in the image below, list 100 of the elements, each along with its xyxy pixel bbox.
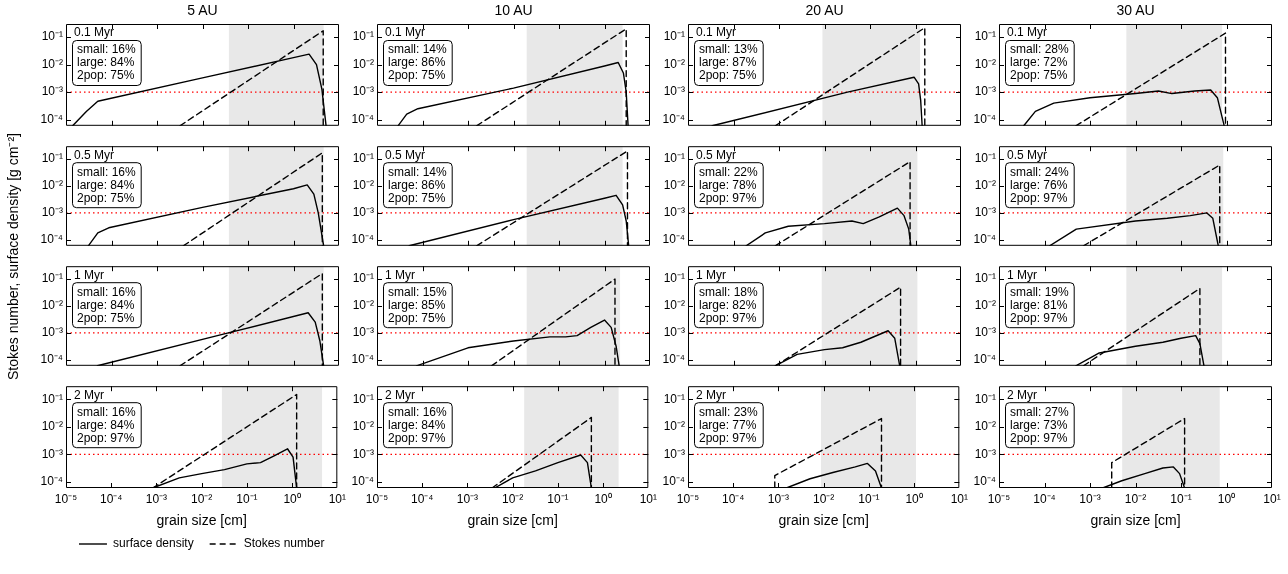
x-axis-title: grain size [cm] <box>778 512 869 529</box>
x-tick-label: 10⁻¹ <box>236 491 258 506</box>
x-tick-label: 10⁻¹ <box>1170 491 1192 506</box>
y-tick-label: 10⁻⁴ <box>973 232 996 247</box>
y-tick-label: 10⁻¹ <box>974 271 996 286</box>
annotation: large: 84% <box>388 417 446 432</box>
x-tick-label: 10⁻⁵ <box>676 491 700 506</box>
y-tick-label: 10⁻⁴ <box>351 112 374 127</box>
y-tick-label: 10⁻⁴ <box>351 474 374 489</box>
annotation: small: 15% <box>388 284 448 299</box>
chart-title: 30 AU <box>1116 1 1155 18</box>
x-tick-label: 10⁻⁴ <box>1033 491 1056 506</box>
annotation: large: 73% <box>1010 417 1068 432</box>
y-tick-label: 10⁻² <box>41 419 63 434</box>
annotation: small: 14% <box>388 42 448 57</box>
legend-label: surface density <box>112 536 194 551</box>
annotation: 2 Myr <box>385 387 415 402</box>
y-tick-label: 10⁻³ <box>974 84 996 99</box>
y-tick-label: 10⁻² <box>974 419 996 434</box>
x-tick-label: 10¹ <box>950 491 968 506</box>
x-tick-label: 10⁻³ <box>767 491 790 506</box>
y-tick-label: 10⁻⁴ <box>351 232 374 247</box>
annotation: large: 84% <box>77 417 135 432</box>
annotation: large: 82% <box>699 297 757 312</box>
y-tick-label: 10⁻⁴ <box>351 352 374 367</box>
annotation: 1 Myr <box>1007 267 1037 282</box>
x-tick-label: 10⁻³ <box>456 491 479 506</box>
y-tick-label: 10⁻⁴ <box>662 232 685 247</box>
x-tick-label: 10⁻² <box>190 491 213 506</box>
x-tick-label: 10⁻⁴ <box>721 491 745 506</box>
x-tick-label: 10⁰ <box>594 491 612 506</box>
annotation: 0.5 Myr <box>696 147 737 162</box>
annotation: 2pop: 75% <box>1010 68 1068 83</box>
annotation: large: 77% <box>699 417 757 432</box>
annotation: 1 Myr <box>696 267 726 282</box>
x-tick-label: 10⁻⁵ <box>365 491 389 506</box>
x-tick-label: 10⁻³ <box>1079 491 1101 506</box>
y-tick-label: 10⁻³ <box>974 205 996 220</box>
annotation: large: 84% <box>77 55 135 70</box>
annotation: large: 76% <box>1010 177 1068 192</box>
x-tick-label: 10¹ <box>1263 491 1281 506</box>
y-tick-label: 10⁻⁴ <box>662 474 685 489</box>
y-tick-label: 10⁻² <box>974 56 996 71</box>
y-tick-label: 10⁻² <box>352 298 374 313</box>
annotation: large: 81% <box>1010 297 1068 312</box>
annotation: small: 23% <box>699 404 759 419</box>
x-tick-label: 10⁻⁴ <box>410 491 434 506</box>
x-tick-label: 10⁻² <box>501 491 524 506</box>
y-tick-label: 10⁻¹ <box>41 29 63 44</box>
annotation: 2pop: 75% <box>388 68 446 83</box>
y-tick-label: 10⁻⁴ <box>662 112 685 127</box>
annotation: 0.1 Myr <box>1007 25 1048 40</box>
annotation: 0.5 Myr <box>1007 147 1048 162</box>
annotation: large: 78% <box>699 177 757 192</box>
annotation: small: 18% <box>699 284 759 299</box>
y-tick-label: 10⁻³ <box>352 84 374 99</box>
y-tick-label: 10⁻³ <box>41 84 63 99</box>
y-tick-label: 10⁻³ <box>663 446 685 461</box>
x-tick-label: 10⁻⁵ <box>987 491 1011 506</box>
y-tick-label: 10⁻⁴ <box>973 474 996 489</box>
annotation: small: 16% <box>77 164 137 179</box>
y-tick-label: 10⁻² <box>663 419 685 434</box>
annotation: small: 16% <box>77 42 137 57</box>
y-tick-label: 10⁻⁴ <box>973 352 996 367</box>
y-tick-label: 10⁻¹ <box>974 29 996 44</box>
annotation: 1 Myr <box>385 267 415 282</box>
annotation: large: 84% <box>77 297 135 312</box>
y-tick-label: 10⁻² <box>352 419 374 434</box>
annotation: large: 72% <box>1010 55 1068 70</box>
y-tick-label: 10⁻³ <box>974 325 996 340</box>
x-tick-label: 10⁻¹ <box>858 491 880 506</box>
y-tick-label: 10⁻³ <box>352 446 374 461</box>
y-tick-label: 10⁻² <box>41 56 63 71</box>
annotation: 0.1 Myr <box>385 25 426 40</box>
annotation: 0.5 Myr <box>385 147 426 162</box>
x-tick-label: 10⁻⁵ <box>54 491 78 506</box>
y-tick-label: 10⁻⁴ <box>40 112 63 127</box>
legend-label: Stokes number <box>243 536 325 551</box>
chart-title: 20 AU <box>805 1 844 18</box>
annotation: 1 Myr <box>74 267 104 282</box>
annotation: large: 84% <box>77 177 135 192</box>
y-tick-label: 10⁻⁴ <box>973 112 996 127</box>
annotation: small: 14% <box>388 164 448 179</box>
annotation: 0.5 Myr <box>74 147 115 162</box>
x-tick-label: 10⁻⁴ <box>99 491 123 506</box>
x-tick-label: 10¹ <box>639 491 657 506</box>
x-tick-label: 10⁻² <box>812 491 835 506</box>
annotation: small: 24% <box>1010 164 1070 179</box>
y-tick-label: 10⁻² <box>663 56 685 71</box>
y-tick-label: 10⁻¹ <box>663 391 685 406</box>
annotation: small: 22% <box>699 164 759 179</box>
y-tick-label: 10⁻⁴ <box>40 232 63 247</box>
y-tick-label: 10⁻¹ <box>663 271 685 286</box>
annotation: small: 27% <box>1010 404 1070 419</box>
y-tick-label: 10⁻⁴ <box>40 352 63 367</box>
y-tick-label: 10⁻³ <box>41 446 63 461</box>
chart-title: 10 AU <box>494 1 533 18</box>
y-tick-label: 10⁻¹ <box>352 271 374 286</box>
x-tick-label: 10⁰ <box>283 491 301 506</box>
y-tick-label: 10⁻³ <box>352 205 374 220</box>
